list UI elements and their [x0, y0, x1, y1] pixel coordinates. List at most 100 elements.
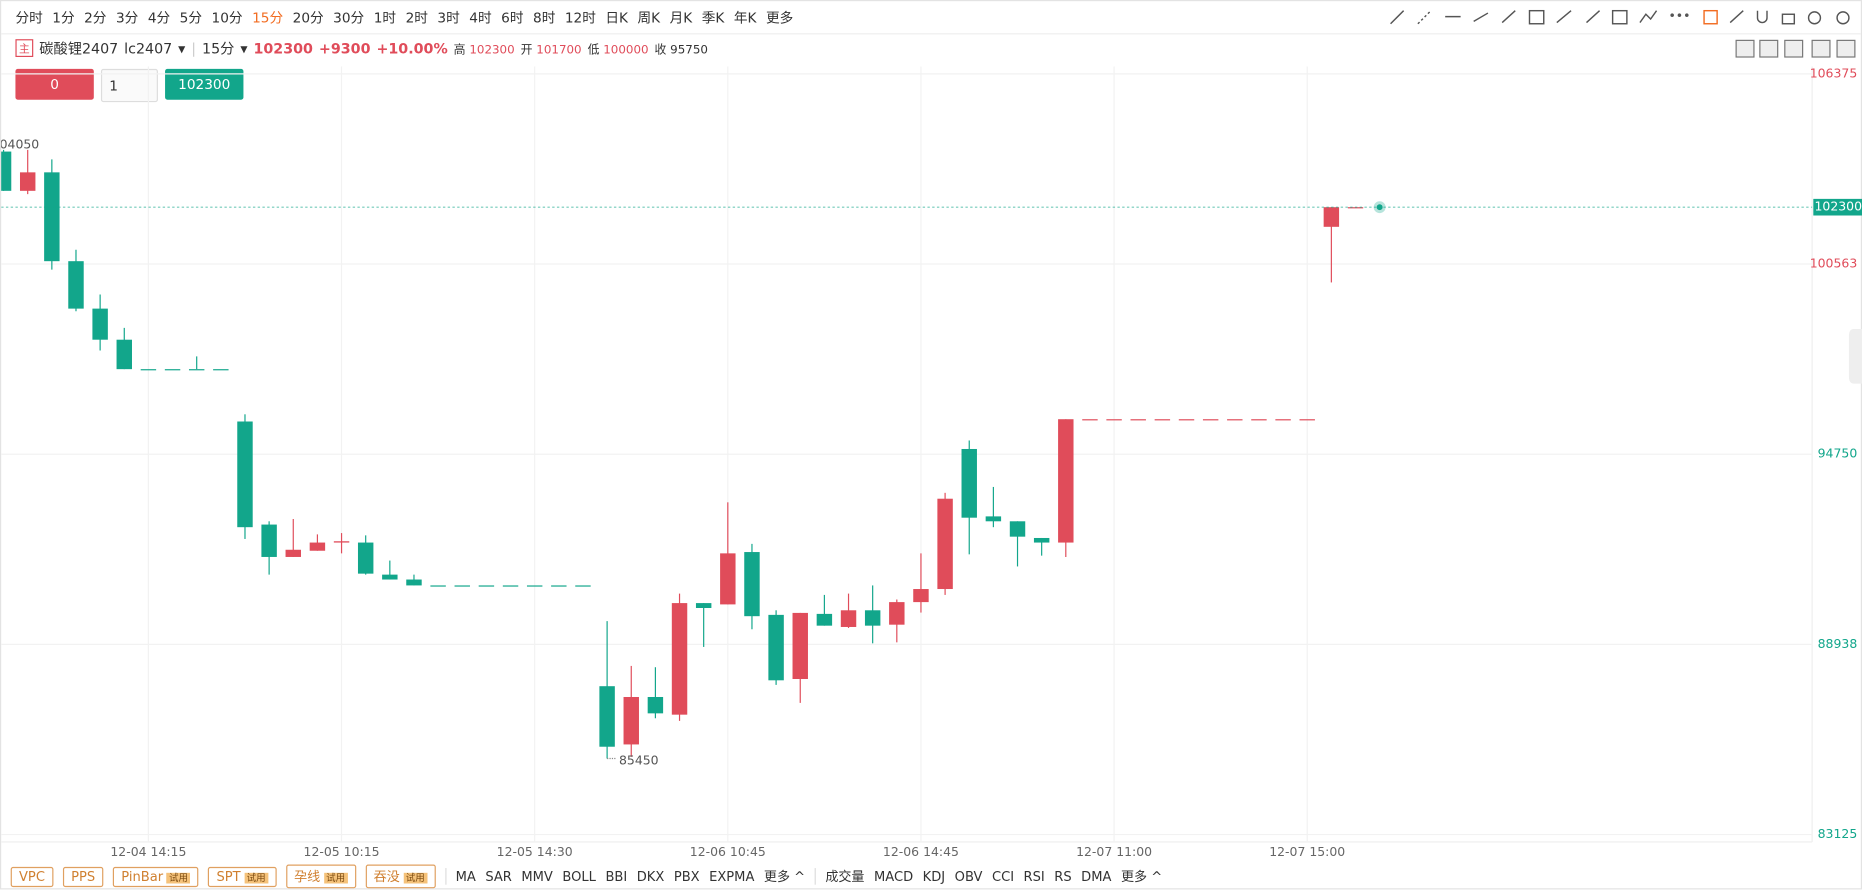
badge: 试用	[166, 872, 191, 883]
main-indicator[interactable]: EXPMA	[709, 868, 755, 885]
sub-indicator[interactable]: CCI	[991, 868, 1015, 885]
sep: |	[191, 39, 197, 57]
body	[454, 585, 470, 587]
period-tab[interactable]: 8时	[533, 8, 556, 26]
pattern-tag[interactable]: SPT 试用	[208, 866, 277, 887]
indicator-bar: VPC PPS PinBar 试用 SPT 试用 孕线 试用 吞没 试用 MA SAR MMV BOLL B…	[10, 864, 1163, 889]
period-tab[interactable]: 日K	[605, 8, 629, 26]
body	[961, 448, 977, 518]
period-tab[interactable]: 更多	[765, 8, 794, 26]
period-tab[interactable]: 月K	[669, 8, 693, 26]
period-tab[interactable]: 20分	[292, 8, 324, 26]
body	[1154, 419, 1171, 421]
sub-indicator[interactable]: 更多 ^	[1120, 869, 1163, 885]
main-indicator[interactable]: DKX	[636, 868, 665, 885]
period-tab[interactable]: 分时	[15, 8, 43, 26]
y-tick-label: 88938	[1818, 636, 1858, 651]
main-indicator[interactable]: BOLL	[562, 868, 596, 885]
chart-icons	[1735, 39, 1856, 58]
body	[213, 369, 229, 371]
body	[1178, 419, 1195, 421]
body	[430, 585, 446, 587]
sub-indicator[interactable]: MACD	[874, 868, 914, 885]
body	[285, 549, 301, 557]
body	[68, 261, 84, 309]
period-tab[interactable]: 2时	[405, 8, 428, 26]
val: 100000	[603, 43, 649, 57]
y-tick-label: 100563	[1810, 256, 1858, 271]
max-label: 104050	[1, 137, 39, 152]
period-tab[interactable]: 1分	[52, 8, 75, 26]
y-tick-label: 94750	[1818, 446, 1858, 461]
main-indicator[interactable]: 更多 ^	[763, 869, 806, 885]
body	[333, 541, 350, 543]
pattern-tag[interactable]: VPC	[10, 866, 54, 887]
main-indicator[interactable]: SAR	[485, 868, 512, 885]
main-indicator[interactable]: BBI	[605, 868, 628, 885]
main-indicator[interactable]: PBX	[673, 868, 700, 885]
x-tick-label: 12-05 14:30	[497, 844, 573, 859]
val: 95750	[670, 43, 708, 57]
pattern-tag[interactable]: 孕线 试用	[285, 864, 356, 889]
body	[1202, 419, 1219, 421]
svg-text:•••: •••	[1668, 8, 1690, 23]
period-tab[interactable]: 5分	[179, 8, 203, 26]
main-indicator[interactable]: MA	[455, 868, 476, 885]
period-tab[interactable]: 3时	[437, 8, 460, 26]
stat: 开 101700	[521, 39, 582, 57]
body	[913, 589, 929, 603]
tag-name: VPC	[19, 868, 45, 885]
body	[985, 516, 1002, 522]
period-tab[interactable]: 30分	[333, 8, 365, 26]
body	[575, 585, 591, 587]
pattern-tag[interactable]: PinBar 试用	[112, 866, 199, 887]
period-tab[interactable]: 4时	[469, 8, 492, 26]
pattern-tag[interactable]: 吞没 试用	[365, 864, 436, 889]
body	[1009, 521, 1026, 537]
sep	[814, 868, 816, 885]
lbl: 收	[654, 43, 667, 57]
body	[1033, 537, 1050, 543]
sub-indicator[interactable]: RS	[1054, 868, 1072, 885]
sub-indicator[interactable]: DMA	[1081, 868, 1112, 885]
main-indicator[interactable]: MMV	[521, 868, 553, 885]
body	[261, 524, 277, 557]
period-tab[interactable]: 3分	[115, 8, 139, 26]
icon: 主	[15, 39, 34, 57]
tag-name: PinBar	[121, 868, 164, 885]
period-tab[interactable]: 15分	[252, 8, 284, 26]
change: +9300	[318, 39, 371, 57]
sub-indicator[interactable]: OBV	[954, 868, 983, 885]
period-tab[interactable]: 12时	[564, 8, 596, 26]
body	[140, 369, 157, 371]
body	[1299, 419, 1315, 421]
body	[1130, 419, 1146, 421]
body	[599, 686, 615, 747]
period-tab[interactable]: 1时	[373, 8, 397, 26]
tag-name: SPT	[216, 868, 241, 885]
x-tick-label: 12-07 11:00	[1076, 844, 1152, 859]
body	[116, 339, 132, 370]
stat: 低 100000	[588, 39, 649, 57]
period-bar: 分时 1分 2分 3分 4分 5分 10分 15分 20分 30分 1时 2时 3时 4时 6时 8时 12时日…	[1, 1, 1861, 35]
lbl: 高	[453, 43, 466, 57]
period-tab[interactable]: 10分	[211, 8, 243, 26]
period-tab[interactable]: 4分	[147, 8, 171, 26]
body	[792, 612, 808, 679]
body	[526, 585, 543, 587]
period[interactable]: 15分	[202, 40, 235, 57]
period-tab[interactable]: 周K	[637, 8, 661, 26]
body	[92, 308, 108, 340]
body	[1227, 419, 1243, 421]
sub-indicator[interactable]: KDJ	[922, 868, 946, 885]
val: 102300	[469, 43, 515, 57]
period-tab[interactable]: 6时	[501, 8, 524, 26]
period-tab[interactable]: 年K	[733, 8, 757, 26]
sub-indicator[interactable]: 成交量	[825, 869, 865, 885]
pattern-tag[interactable]: PPS	[62, 866, 104, 887]
period-tab[interactable]: 季K	[701, 8, 725, 26]
code[interactable]: lc2407	[124, 39, 173, 57]
body	[1106, 419, 1122, 421]
sub-indicator[interactable]: RSI	[1023, 868, 1045, 885]
period-tab[interactable]: 2分	[84, 8, 107, 26]
